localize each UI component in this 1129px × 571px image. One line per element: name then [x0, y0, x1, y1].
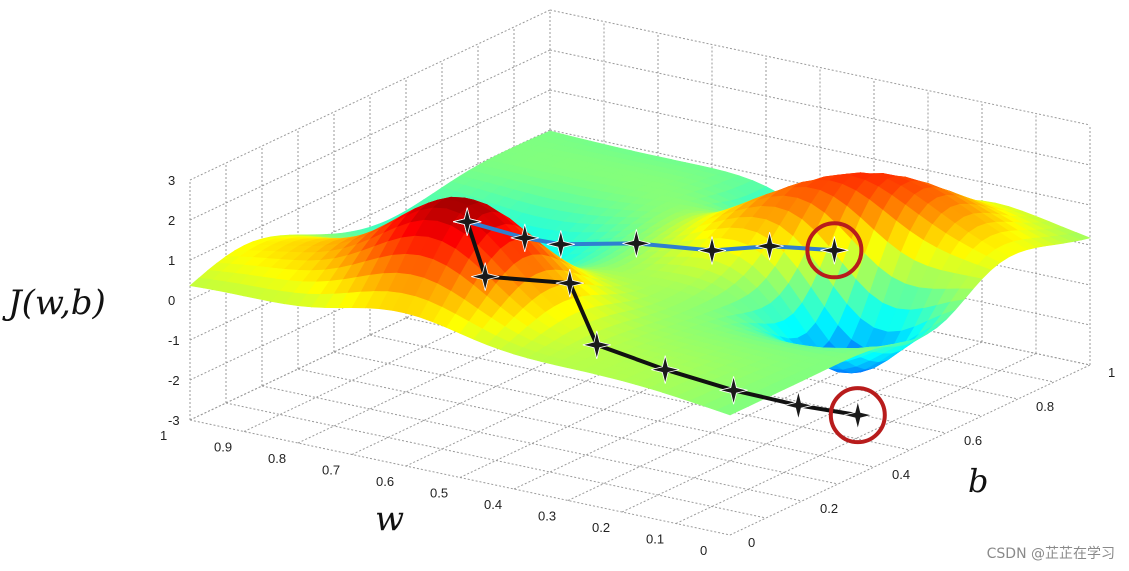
w-tick-label: 0.9 [214, 440, 232, 455]
z-tick-label: -2 [168, 373, 180, 388]
minimum-circle [828, 386, 887, 445]
grid-line [297, 368, 839, 485]
w-tick-label: 0.4 [484, 497, 502, 512]
watermark: CSDN @芷芷在学习 [986, 546, 1115, 562]
step-marker [622, 229, 651, 258]
grid-line [261, 385, 803, 502]
minimum-circle [805, 221, 864, 280]
x-axis-label: w [375, 499, 404, 539]
z-tick-label: -1 [168, 333, 180, 348]
step-marker [820, 236, 849, 265]
step-marker [755, 232, 784, 261]
grid-line [549, 49, 1091, 166]
b-tick-label: 0.2 [820, 501, 838, 516]
z-axis-label: J(w,b) [2, 283, 106, 323]
z-tick-label: -3 [168, 413, 180, 428]
step-marker [555, 269, 584, 298]
surface-patch [715, 405, 740, 416]
step-marker [510, 223, 539, 252]
w-tick-label: 0.5 [430, 486, 448, 501]
descent-path-black [465, 221, 859, 418]
b-tick-label: 0.4 [892, 467, 910, 482]
b-tick-label: 1 [1108, 365, 1115, 380]
descent-paths [453, 207, 887, 445]
step-marker [784, 391, 813, 420]
step-marker [582, 330, 611, 359]
w-tick-label: 0.1 [646, 532, 664, 547]
w-tick-label: 0.7 [322, 463, 340, 478]
w-tick-label: 0.3 [538, 509, 556, 524]
b-tick-label: 0.8 [1036, 399, 1054, 414]
grid-line [189, 419, 731, 536]
grid-line [225, 402, 767, 519]
grid-line [333, 351, 875, 468]
w-tick-label: 1 [160, 428, 167, 443]
grid-line [369, 334, 911, 451]
b-tick-label: 0 [748, 535, 755, 550]
step-marker [719, 376, 748, 405]
step-marker [453, 207, 482, 236]
w-tick-label: 0 [700, 543, 707, 558]
w-tick-label: 0.6 [376, 474, 394, 489]
y-axis-label: b [968, 462, 988, 500]
step-marker [471, 262, 500, 291]
z-tick-label: 0 [168, 293, 175, 308]
grid-line [549, 9, 1091, 126]
z-tick-label: 3 [168, 173, 175, 188]
grid-line [549, 89, 1091, 206]
z-tick-label: 1 [168, 253, 175, 268]
step-marker [843, 401, 872, 430]
step-marker [697, 236, 727, 265]
z-tick-label: 2 [168, 213, 175, 228]
w-tick-label: 0.8 [268, 451, 286, 466]
b-tick-label: 0.6 [964, 433, 982, 448]
cost-surface [189, 130, 1092, 416]
step-marker [651, 355, 680, 384]
step-marker [546, 230, 575, 259]
tick-labels: 3210-1-2-310.90.80.70.60.50.40.30.20.100… [160, 173, 1115, 558]
w-tick-label: 0.2 [592, 520, 610, 535]
